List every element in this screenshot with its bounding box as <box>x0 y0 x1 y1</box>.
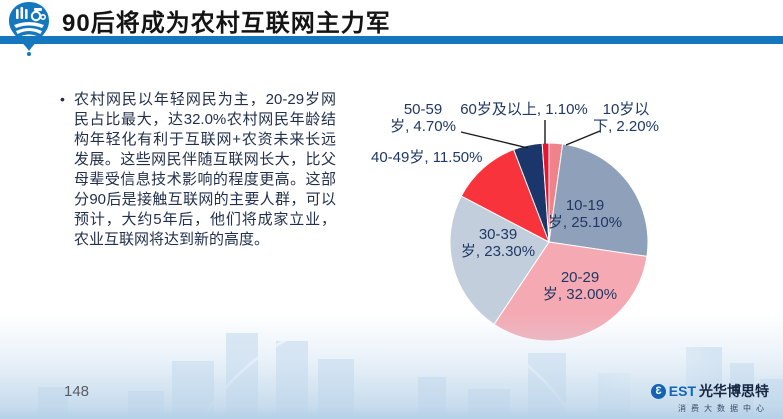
pie-label-line: 岁, 23.30% <box>460 243 536 260</box>
pie-label-line: 30-39 <box>478 226 518 243</box>
pie-label-line: 岁, 32.00% <box>542 286 618 303</box>
leader-line-50-59 <box>460 131 529 149</box>
pie-label-40-49: 40-49岁, 11.50% <box>371 149 489 166</box>
page-number: 148 <box>64 383 90 400</box>
pie-label-line: 岁, 4.70% <box>390 118 456 135</box>
pie-label-60plus: 60岁及以上, 1.10% <box>458 101 590 118</box>
pie-label-line: 下, 2.20% <box>593 118 659 135</box>
farm-logo-icon <box>9 2 49 56</box>
pie-label-line: 20-29 <box>560 269 600 286</box>
pie-label-line: 60岁及以上, 1.10% <box>460 101 588 118</box>
title-underline-bar <box>0 36 783 44</box>
pie-slice-40-49岁 <box>460 148 550 244</box>
leader-lines <box>460 120 601 149</box>
pie-label-10-19: 10-19 岁, 25.10% <box>543 197 627 231</box>
page-title: 90后将成为农村互联网主力军 <box>62 10 391 37</box>
pie-label-20-29: 20-29 岁, 32.00% <box>537 269 623 303</box>
pie-label-line: 50-59 <box>403 101 443 118</box>
bullet-marker: • <box>60 91 65 107</box>
best-logo-est: EST <box>668 383 696 399</box>
text-panel: • 农村网民以年轻网民为主，20-29岁网民占比最大，达32.0%农村网民年龄结… <box>60 90 336 250</box>
pie-label-line: 10岁以 <box>602 101 650 118</box>
pie-label-30-39: 30-39 岁, 23.30% <box>456 226 540 260</box>
pie-label-10under: 10岁以 下, 2.20% <box>591 101 661 135</box>
brand-name: 光华博思特 <box>699 383 769 399</box>
best-logo-icon: 3 <box>650 383 666 399</box>
best-logo: 3 EST 光华博思特 消费大数据中心 <box>650 381 769 414</box>
body-paragraph: 农村网民以年轻网民为主，20-29岁网民占比最大，达32.0%农村网民年龄结构年… <box>74 91 336 248</box>
pie-label-50-59: 50-59 岁, 4.70% <box>386 101 460 135</box>
brand-tagline: 消费大数据中心 <box>678 404 769 413</box>
pie-label-line: 岁, 25.10% <box>547 214 623 231</box>
pie-label-line: 40-49岁, 11.50% <box>371 149 483 166</box>
leader-line-10under <box>565 130 601 146</box>
pie-slice-10-19岁 <box>548 143 649 257</box>
pie-label-line: 10-19 <box>565 197 605 214</box>
